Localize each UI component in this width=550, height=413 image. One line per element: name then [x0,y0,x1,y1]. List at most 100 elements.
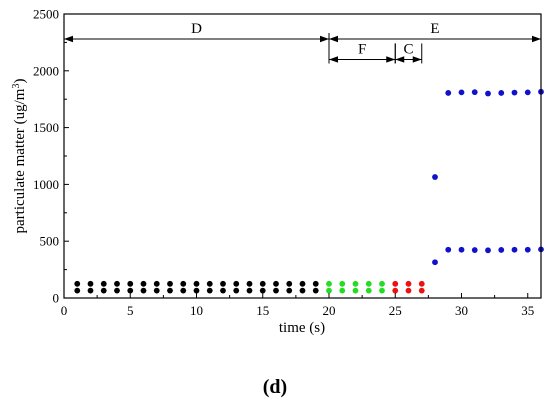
data-point-black [87,280,94,287]
data-point-black [180,280,187,287]
x-tick-label: 0 [61,303,68,318]
data-point-blue [524,89,531,96]
annotation-label-e: E [430,21,439,37]
annotation-label-c: C [403,41,413,57]
data-point-green [365,287,372,294]
data-point-black [312,280,319,287]
data-point-green [326,287,332,294]
arrow-head [386,56,396,63]
arrow-head [329,35,338,43]
data-point-black [259,280,266,287]
data-point-black [273,280,279,287]
y-tick-label: 2000 [33,63,59,78]
y-tick-label: 500 [40,234,60,249]
data-point-blue [511,89,518,96]
data-point-black [206,280,213,287]
data-point-green [379,287,385,294]
x-tick-label: 35 [521,303,534,318]
data-point-red [405,280,412,287]
data-point-green [339,287,346,294]
arrow-head [532,35,541,43]
x-axis-ticks: 0 5 10 15 20 25 30 35 [61,293,534,318]
x-tick-label: 25 [389,303,402,318]
data-point-blue [498,90,505,96]
plot-frame [63,13,542,299]
data-point-black [100,280,107,287]
data-point-black [233,280,240,287]
arrow-head [395,56,405,63]
data-point-black [153,280,160,287]
data-point-green [365,280,372,287]
data-point-black [127,287,134,294]
data-point-black [220,280,226,287]
arrow-head [64,35,73,43]
data-point-black [246,280,253,287]
data-point-black [140,287,147,294]
data-point-green [326,280,332,287]
annotation-label-f: F [358,41,366,57]
data-point-black [193,287,200,294]
data-point-black [167,280,173,287]
data-point-red [405,287,412,294]
data-point-blue [432,174,438,180]
annotation-label-d: D [191,21,202,37]
data-point-black [286,280,293,287]
data-point-black [246,287,253,294]
segment-annotations: D E F C [63,21,542,64]
x-axis-title: time (s) [279,320,325,336]
data-point-red [392,280,399,287]
data-point-black [153,287,160,294]
data-point-blue [471,247,478,253]
data-point-red [418,287,425,294]
y-tick-label: 2500 [33,7,59,22]
data-point-black [100,287,107,294]
x-tick-label: 30 [455,303,468,318]
x-tick-label: 15 [256,303,269,318]
data-point-black [74,287,81,294]
x-tick-label: 20 [323,303,336,318]
y-tick-label: 1500 [33,120,59,135]
data-point-blue [524,246,531,253]
data-point-blue [445,90,452,96]
data-point-black [87,287,94,294]
data-point-blue [445,246,452,253]
data-point-green [352,287,359,294]
data-point-blue [485,247,491,254]
data-point-black [180,287,187,294]
data-point-black [220,287,226,294]
data-point-blue [432,259,438,266]
data-point-blue [498,247,505,253]
data-point-black [206,287,213,294]
data-point-black [140,280,147,287]
data-point-blue [471,89,478,96]
arrow-head [329,56,338,63]
data-point-blue [458,246,465,253]
data-point-black [233,287,240,294]
data-point-black [259,287,266,294]
data-point-black [273,287,279,294]
data-point-blue [511,246,518,253]
data-point-black [114,287,120,294]
arrow-head [412,56,422,63]
data-point-red [392,287,399,294]
x-tick-label: 10 [190,303,203,318]
data-point-black [299,280,306,287]
arrow-head [320,35,329,43]
data-points [74,88,544,294]
data-point-black [74,280,81,287]
y-tick-label: 0 [53,291,60,306]
y-axis-ticks: 0 500 1000 1500 2000 2500 [33,7,69,306]
data-point-green [352,280,359,287]
y-axis-title: particulate matter (ug/m3) [11,79,29,234]
y-tick-label: 1000 [33,177,59,192]
data-point-black [286,287,293,294]
data-point-black [127,280,134,287]
data-point-blue [485,90,491,97]
data-point-black [193,280,200,287]
data-point-red [418,280,425,287]
data-point-black [167,287,173,294]
data-point-black [114,280,120,287]
data-point-black [312,287,319,294]
data-point-blue [458,89,465,96]
